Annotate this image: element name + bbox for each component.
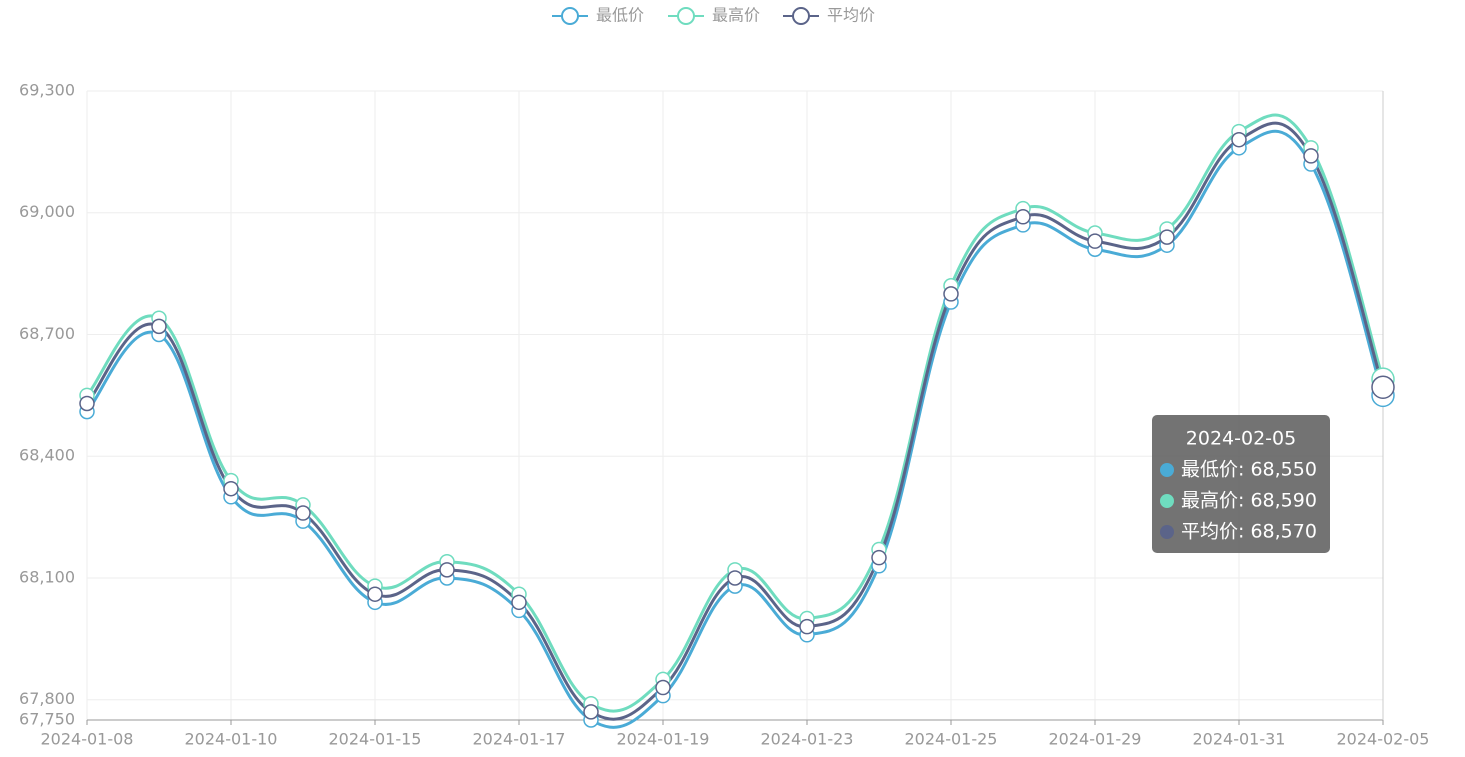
x-tick-label: 2024-01-08	[41, 730, 134, 749]
x-tick-label: 2024-02-05	[1337, 730, 1430, 749]
data-point	[727, 570, 743, 586]
tooltip-row: 最高价: 68,590	[1181, 490, 1317, 512]
tooltip-row: 最低价: 68,550	[1181, 459, 1317, 481]
data-point	[1303, 148, 1319, 164]
legend-label: 最高价	[712, 6, 760, 25]
x-tick-label: 2024-01-19	[617, 730, 710, 749]
data-point	[1159, 229, 1175, 245]
data-point	[799, 618, 815, 635]
data-point	[295, 505, 311, 521]
data-point	[79, 395, 95, 412]
y-tick-label: 68,700	[19, 324, 75, 343]
legend-item: 最高价	[668, 6, 760, 25]
data-point	[223, 480, 239, 497]
data-point	[151, 318, 167, 335]
grid	[86, 90, 1384, 721]
tooltip: 2024-02-05 最低价: 68,550 最高价: 68,590 平均价: 68,…	[1152, 415, 1330, 553]
tooltip-row: 平均价: 68,570	[1181, 521, 1317, 543]
y-tick-label: 69,300	[19, 81, 75, 100]
data-point	[1231, 131, 1247, 148]
data-point	[1015, 209, 1031, 225]
x-tick-label: 2024-01-29	[1049, 730, 1142, 749]
legend-icon	[561, 7, 579, 25]
data-point	[655, 679, 671, 696]
series-line	[85, 113, 1385, 713]
data-point	[583, 704, 599, 720]
tooltip-marker	[1160, 463, 1174, 477]
data-point	[1087, 233, 1103, 249]
tooltip-title: 2024-02-05	[1186, 428, 1296, 450]
y-tick-label: 69,000	[19, 202, 75, 221]
y-tick-label: 68,400	[19, 446, 75, 465]
data-point	[511, 594, 527, 611]
data-point	[367, 586, 383, 602]
legend-item: 平均价	[783, 6, 875, 25]
y-tick-label: 67,750	[19, 710, 75, 729]
x-tick-label: 2024-01-31	[1193, 730, 1286, 749]
legend-label: 最低价	[596, 6, 644, 25]
x-tick-label: 2024-01-17	[473, 730, 566, 749]
tooltip-marker	[1160, 525, 1174, 539]
y-tick-label: 67,800	[19, 689, 75, 708]
x-tick-label: 2024-01-15	[329, 730, 422, 749]
data-point	[943, 286, 959, 302]
tooltip-marker	[1160, 494, 1174, 508]
y-tick-label: 68,100	[19, 567, 75, 586]
x-tick-label: 2024-01-23	[761, 730, 854, 749]
data-point	[871, 549, 887, 566]
legend-icon	[677, 7, 695, 25]
data-point	[1371, 375, 1395, 399]
legend-item: 最低价	[552, 6, 644, 25]
tooltip-bg	[1152, 415, 1330, 553]
data-point	[439, 562, 455, 578]
x-tick-label: 2024-01-25	[905, 730, 998, 749]
legend-icon	[792, 7, 810, 25]
legend-label: 平均价	[827, 6, 875, 25]
x-tick-label: 2024-01-10	[185, 730, 278, 749]
